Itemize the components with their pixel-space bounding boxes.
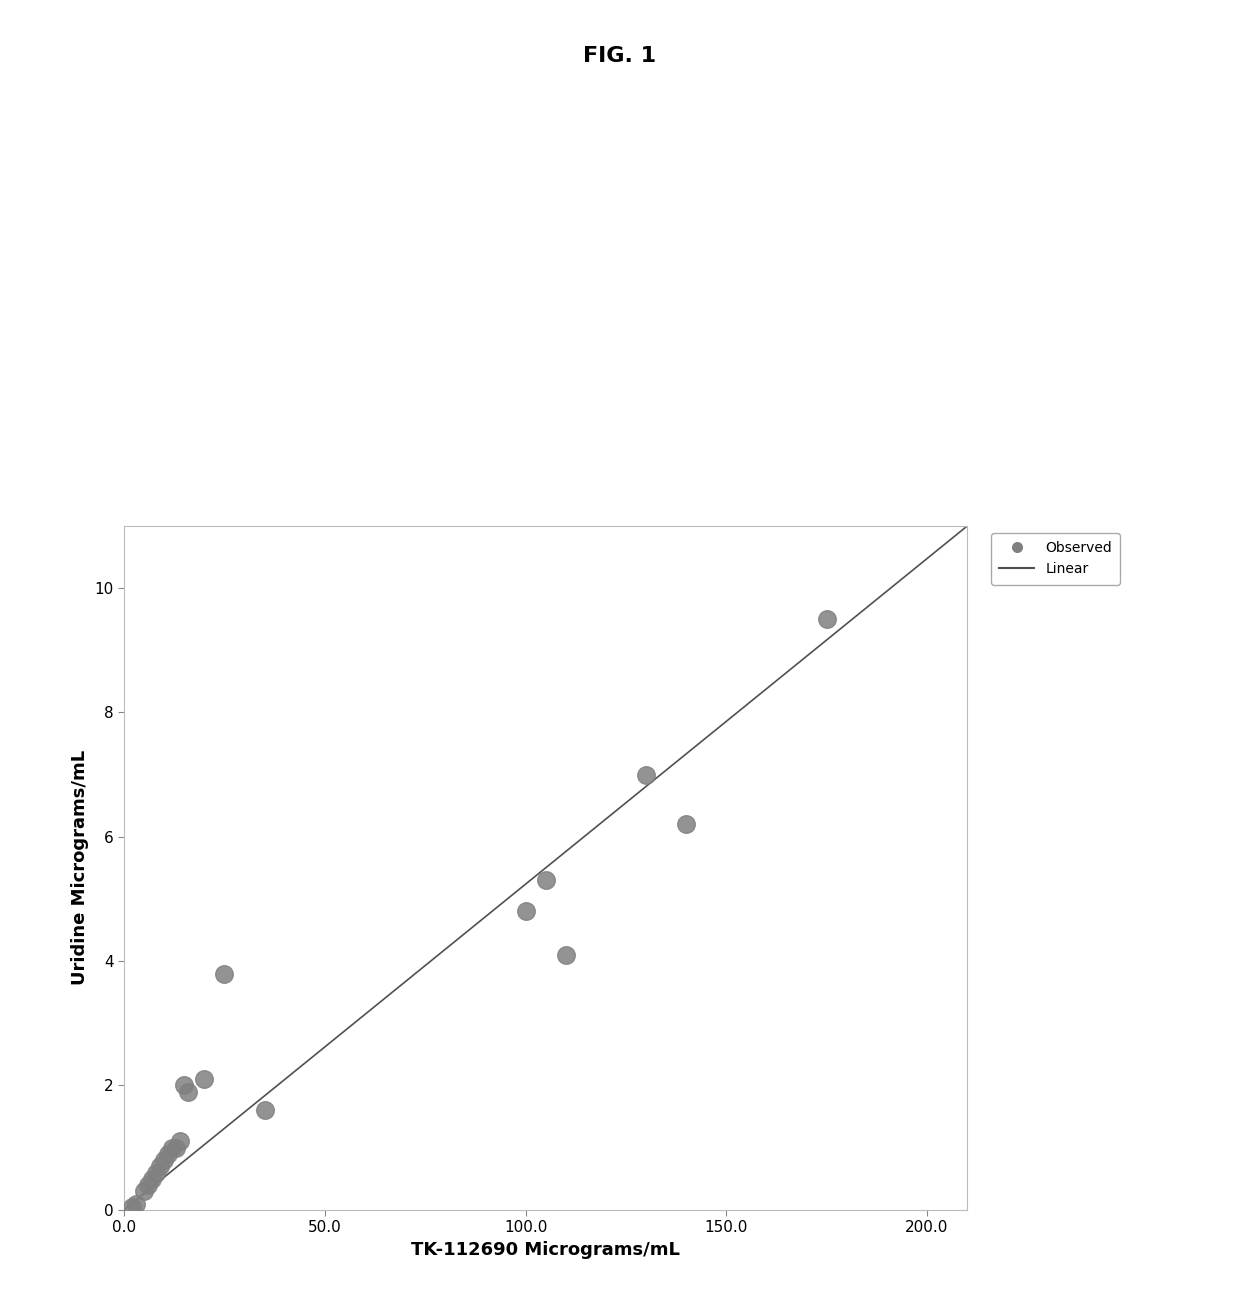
Point [134,1181,154,1202]
Point [138,1174,157,1195]
Legend: Observed, Linear: Observed, Linear [991,533,1120,585]
Point [215,963,234,984]
Y-axis label: Uridine Micrograms/mL: Uridine Micrograms/mL [71,751,89,985]
Point [175,1074,195,1095]
Point [146,1162,166,1184]
Point [159,1143,179,1164]
Point [143,1168,162,1189]
Point [126,1193,146,1214]
Point [162,1137,182,1159]
Point [179,1081,198,1102]
Point [170,1131,190,1152]
Point [536,869,556,890]
Text: FIG. 1: FIG. 1 [584,46,656,66]
Point [150,1156,170,1177]
Point [817,609,837,630]
Point [254,1099,274,1120]
Point [195,1069,215,1090]
Point [166,1137,186,1159]
Point [676,814,696,835]
X-axis label: TK-112690 Micrograms/mL: TK-112690 Micrograms/mL [412,1241,680,1258]
Point [636,764,656,785]
Point [122,1197,141,1218]
Point [516,901,536,922]
Point [154,1149,174,1170]
Point [556,944,575,965]
